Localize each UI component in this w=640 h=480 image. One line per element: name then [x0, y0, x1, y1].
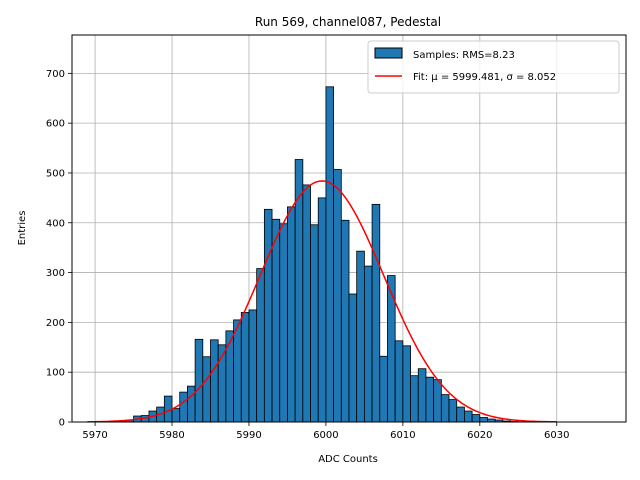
legend-fit-label: Fit: μ = 5999.481, σ = 8.052: [413, 72, 556, 83]
histogram-bar-31: [356, 250, 365, 423]
histogram-bar-27: [325, 86, 335, 423]
histogram-bar-40: [425, 376, 435, 423]
x-tick-label-3: 6000: [313, 430, 338, 441]
fit-curve: [87, 180, 557, 423]
histogram-bar-18: [256, 268, 265, 423]
y-tick-label-1: 100: [46, 368, 65, 379]
histogram-bar-21: [279, 223, 288, 423]
y-axis-ticks: 0 100 200 300 400 500 600 700: [46, 69, 72, 429]
histogram-bar-42: [440, 394, 450, 423]
histogram-bar-33: [371, 203, 381, 423]
x-axis-ticks: 5970 5980 5990 6000 6010 6020 6030: [82, 422, 569, 441]
legend-histogram-label: Samples: RMS=8.23: [413, 50, 515, 61]
histogram-bar-47: [479, 417, 488, 423]
histogram-bar-25: [310, 224, 319, 423]
histogram-bar-11: [202, 356, 211, 423]
y-tick-label-6: 600: [46, 119, 65, 130]
histogram-bar-46: [471, 414, 481, 423]
fit-curve-group: [87, 180, 557, 423]
histogram-bar-41: [433, 379, 442, 423]
y-tick-label-4: 400: [46, 218, 65, 229]
y-tick-label-0: 0: [59, 418, 65, 429]
histogram-bar-37: [402, 345, 411, 423]
legend-box: [367, 40, 620, 94]
histogram-bar-38: [410, 375, 419, 423]
histogram-bar-45: [464, 410, 473, 423]
histogram-bar-14: [225, 330, 234, 423]
x-tick-label-4: 6010: [390, 430, 415, 441]
histogram-bar-44: [456, 406, 465, 423]
histogram-bar-43: [448, 399, 458, 423]
x-tick-label-6: 6030: [544, 430, 569, 441]
histogram-bar-24: [302, 184, 311, 423]
x-axis-title: ADC Counts: [318, 454, 378, 465]
histogram-bar-29: [340, 219, 350, 423]
x-tick-label-0: 5970: [82, 430, 107, 441]
legend-histogram-swatch: [374, 47, 403, 59]
y-tick-label-7: 700: [46, 69, 65, 80]
histogram-bar-12: [210, 339, 219, 423]
histogram-bar-26: [317, 197, 327, 423]
histogram-bar-16: [240, 312, 250, 423]
histogram-bar-20: [271, 218, 281, 423]
histogram-bar-7: [171, 408, 181, 423]
histogram-bar-23: [294, 159, 304, 423]
histogram-bar-8: [179, 391, 188, 423]
histogram-bar-15: [233, 319, 242, 423]
x-tick-label-1: 5980: [159, 430, 184, 441]
histogram-bar-19: [263, 208, 273, 423]
x-tick-label-2: 5990: [236, 430, 261, 441]
histogram-bar-28: [333, 169, 342, 423]
chart-title: Run 569, channel087, Pedestal: [255, 15, 441, 29]
histogram-bar-36: [394, 340, 404, 423]
histogram-bar-10: [194, 338, 204, 423]
histogram-bar-39: [417, 368, 427, 423]
histogram-bar-35: [387, 275, 396, 423]
x-tick-label-5: 6020: [467, 430, 492, 441]
y-tick-label-5: 500: [46, 168, 65, 179]
histogram-bar-30: [348, 293, 358, 423]
y-tick-label-3: 300: [46, 268, 65, 279]
histogram-bar-34: [379, 355, 388, 423]
plot-frame: [71, 34, 627, 423]
y-tick-label-2: 200: [46, 318, 65, 329]
histogram-bar-17: [248, 309, 258, 423]
histogram-bar-9: [187, 385, 196, 423]
legend: Samples: RMS=8.23 Fit: μ = 5999.481, σ =…: [367, 40, 620, 94]
histogram-bar-32: [363, 265, 373, 423]
y-axis-title: Entries: [17, 211, 28, 246]
histogram-bar-22: [287, 206, 296, 423]
